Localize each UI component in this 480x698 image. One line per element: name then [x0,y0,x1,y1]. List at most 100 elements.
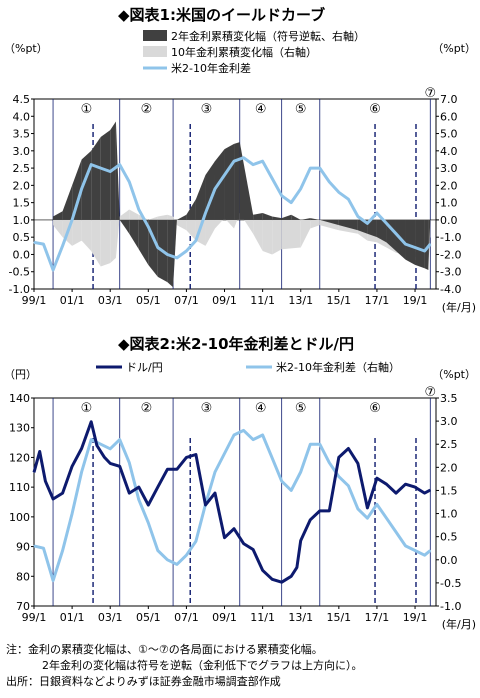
y-left-tick-label: 2.0 [13,179,31,192]
phase-label: ⑥ [369,102,381,117]
x-tick-label: 11/1 [250,611,275,624]
bar-2y-change [195,175,206,220]
x-tick-label: 03/1 [98,611,123,624]
line-usdjpy-point [214,492,216,494]
line-2-10-spread-point [262,160,264,162]
line-2-10-spread-point [52,579,54,582]
line-usdjpy-point [176,468,178,470]
x-unit: (年/月) [442,300,476,314]
y-right-tick-label: 0.5 [440,531,458,544]
line-2-10-spread-point [100,167,102,169]
line-usdjpy-point [157,486,159,488]
line-usdjpy-point [296,566,298,568]
bar-10y-change [310,219,320,229]
bar-10y-change [157,214,168,220]
bar-10y-change [272,219,282,255]
phase-label: ⑤ [295,102,307,117]
line-2-10-spread-point [309,167,311,169]
bar-2y-change [239,142,254,220]
x-unit: (年/月) [442,617,476,631]
line-2-10-spread-point [119,164,121,166]
line-usdjpy-point [338,456,340,459]
line-usdjpy-point [52,498,54,500]
line-2-10-spread-point [157,246,159,249]
chart-yield-curve: ◆図表1:米国のイールドカーブ （%pt） （%pt） (年/月) 4.5 4.0 3.5 3… [4,6,476,314]
bar-10y-change [115,216,120,258]
bar-2y-change [234,142,240,220]
line-2-10-spread-point [385,517,388,519]
line-2-10-spread-point [90,164,92,166]
bar-10y-change [281,219,301,250]
line-2-10-spread-point [347,198,349,200]
line-usdjpy-point [290,575,292,577]
footnotes: 注：金利の累積変化幅は、①～⑦の各局面における累積変化幅。 2年金利の変化幅は符… [6,642,476,690]
line-2-10-spread-point [281,480,283,482]
chart-title: ◆図表1:米国のイールドカーブ [118,6,325,24]
bar-2y-change [115,121,120,220]
line-2-10-spread-point [262,434,264,436]
line-2-10-spread-point [290,489,292,492]
phase-label: ③ [201,102,213,117]
line-2-10-spread-point [185,250,188,252]
line-2-10-spread-point [290,202,292,204]
line-2-10-spread-point [109,170,111,173]
line-usdjpy-point [44,480,47,482]
y-left-tick-label: 0.5 [13,231,31,244]
line-2-10-spread-point [429,243,431,245]
y-right-tick-label: -1.0 [440,231,461,244]
bar-2y-change [338,219,358,231]
bar-10y-change [72,219,82,246]
y-left-tick-label: 120 [9,451,30,464]
line-2-10-spread-point [319,443,321,445]
y-right-tick-label: 4.0 [440,145,458,158]
line-2-10-spread-point [429,549,431,552]
line-usdjpy-point [223,537,226,539]
y-right-tick-label: -1.0 [440,600,461,613]
bar-10y-change [186,219,196,241]
line-usdjpy-point [195,453,197,456]
line-usdjpy-point [357,462,359,464]
line-2-10-spread-point [90,439,92,441]
y-left-unit: （円） [4,368,37,381]
x-tick-label: 99/1 [22,294,47,307]
line-usdjpy-point [39,450,41,453]
y-right-tick-label: 6.0 [440,110,458,123]
bar-10y-change [176,219,187,231]
y-left-unit: （%pt） [4,42,48,55]
x-tick-label: 07/1 [174,611,199,624]
y-right-tick-label: 2.5 [440,438,458,451]
line-usdjpy-point [319,510,321,512]
line-2-10-spread-point [214,471,216,473]
line-2-10-spread-point [414,549,416,552]
line-usdjpy-point [309,519,311,521]
line-2-10-spread-point [328,181,330,183]
legend-label-spread: 米2-10年金利差（右軸） [276,360,400,374]
phase-label: ③ [201,401,213,416]
y-right-tick-label: 1.0 [440,508,458,521]
phase-label: ④ [255,102,267,117]
line-2-10-spread-point [185,554,188,556]
x-tick-label: 15/1 [326,611,351,624]
line-2-10-spread-point [61,549,64,552]
bar-2y-change [253,213,263,220]
line-2-10-spread-point [195,540,197,542]
plot-frame [33,397,437,607]
line-2-10-spread-point [147,226,149,228]
line-2-10-spread-point [81,188,83,190]
y-right-tick-label: 1.5 [440,484,458,497]
y-left-tick-label: 2.5 [13,162,31,175]
line-usdjpy-point [90,421,92,423]
phase-label: ② [141,102,153,117]
y-right-tick-label: 7.0 [440,93,458,106]
x-tick-label: 99/1 [22,611,47,624]
phase-label: ⑦ [424,86,436,101]
legend-label-spread: 米2-10年金利差 [171,61,251,75]
phase-label: ⑥ [369,401,381,416]
x-tick-label: 07/1 [174,294,199,307]
line-usdjpy-point [233,528,235,530]
bar-2y-change [291,214,301,220]
y-left-tick-label: 1.0 [13,214,31,227]
line-2-10-spread-point [242,429,245,431]
line-usdjpy-point [81,447,83,450]
bar-10y-change [148,216,158,220]
